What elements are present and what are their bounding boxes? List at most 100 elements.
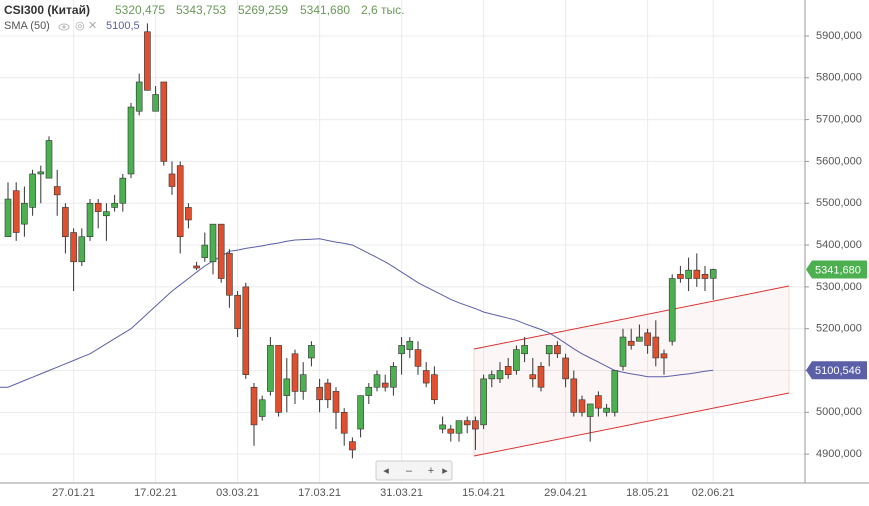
high-value: 5343,753 — [176, 3, 226, 17]
instrument-title: CSI300 (Китай) — [4, 3, 90, 17]
candle-body — [406, 340, 414, 350]
candle-body — [414, 349, 422, 367]
sma-value: 5100,5 — [106, 20, 140, 32]
candle-body — [78, 236, 86, 263]
candle-body — [578, 399, 586, 413]
x-tick-label: 29.04.21 — [544, 487, 587, 499]
sma-title: SMA (50) — [4, 20, 50, 32]
candle-body — [685, 269, 692, 279]
open-value: 5320,475 — [115, 3, 165, 17]
candle-body — [324, 382, 332, 401]
candle-body — [275, 345, 282, 413]
settings-icon[interactable]: ◎ — [75, 20, 85, 32]
candle-body — [135, 81, 143, 112]
channel-top — [473, 285, 790, 350]
y-tick-label: 5400,000 — [816, 239, 862, 251]
candle-body — [160, 81, 168, 162]
candle-body — [94, 202, 102, 212]
y-tick-label: 5900,000 — [816, 30, 862, 42]
candle-body — [234, 294, 241, 329]
candle-body — [644, 332, 651, 346]
candle-body — [455, 420, 463, 434]
candle-body — [652, 336, 660, 359]
candle-body — [701, 274, 709, 279]
candle-body — [291, 353, 299, 392]
y-tick-label: 5200,000 — [816, 323, 862, 335]
y-tick-label: 5800,000 — [816, 72, 862, 84]
low-value: 5269,259 — [238, 3, 288, 17]
candle-body — [242, 286, 250, 375]
last-price-tag — [806, 260, 867, 279]
candle-body — [439, 424, 446, 430]
candle-body — [53, 186, 61, 196]
candle-body — [332, 391, 340, 413]
scroll-left[interactable]: ◂ — [383, 465, 389, 477]
zoom-out[interactable]: – — [406, 465, 413, 477]
candle-body — [12, 190, 20, 233]
candle-body — [627, 340, 635, 346]
candle-body — [340, 412, 348, 434]
candle-body — [111, 202, 118, 208]
scroll-control: ◂ – + ▸ — [375, 460, 453, 481]
candle-body — [431, 374, 438, 401]
y-tick-label: 5600,000 — [816, 155, 862, 167]
candle-body — [488, 374, 496, 380]
x-tick-label: 27.01.21 — [52, 487, 95, 499]
candle-body — [226, 253, 233, 296]
y-tick-label: 5000,000 — [816, 406, 862, 418]
volume-value: 2,6 тыс. — [361, 3, 404, 17]
candle-body — [496, 370, 504, 380]
x-tick-label: 15.04.21 — [462, 487, 505, 499]
candle-body — [513, 349, 520, 371]
x-tick-label: 31.03.21 — [380, 487, 423, 499]
candle-body — [447, 428, 455, 434]
candle-body — [381, 382, 389, 388]
candle-body — [45, 140, 53, 179]
y-tick-label: 4900,000 — [816, 448, 862, 460]
eye-icon[interactable] — [58, 23, 70, 31]
header: CSI300 (Китай) 5320,475 5343,753 5269,25… — [4, 3, 404, 32]
candle-body — [570, 378, 578, 413]
candle-body — [586, 403, 594, 417]
candle-body — [21, 202, 28, 225]
candle-body — [127, 106, 135, 175]
candle-body — [29, 173, 36, 208]
candle-body — [201, 244, 209, 258]
candle-body — [398, 345, 405, 355]
candle-body — [176, 165, 184, 237]
candle-body — [357, 395, 364, 430]
candle-body — [86, 202, 94, 237]
candle-body — [529, 374, 537, 380]
candle-body — [693, 269, 701, 279]
x-tick-label: 03.03.21 — [216, 487, 259, 499]
channel-area — [474, 286, 789, 456]
x-tick-label: 02.06.21 — [692, 487, 735, 499]
zoom-in[interactable]: + — [428, 465, 434, 477]
candle-body — [373, 374, 381, 388]
close-value: 5341,680 — [300, 3, 350, 17]
close-icon[interactable]: ✕ — [88, 20, 97, 32]
candle-body — [709, 269, 717, 279]
candle-body — [185, 207, 192, 221]
candle-body — [4, 198, 12, 237]
candle-body — [209, 223, 217, 263]
sma-line — [0, 238, 714, 388]
channel-bottom — [473, 392, 790, 457]
candle-body — [562, 357, 569, 380]
candle-body — [537, 366, 545, 388]
y-tick-label: 5500,000 — [816, 197, 862, 209]
candle-body — [611, 370, 619, 413]
candle-body — [152, 94, 159, 112]
candle-body — [603, 407, 610, 413]
candle-body — [37, 171, 45, 175]
candle-body — [554, 345, 561, 355]
candle-body — [677, 274, 684, 279]
candle-body — [62, 207, 69, 237]
candle-body — [316, 386, 323, 401]
scroll-right[interactable]: ▸ — [442, 465, 448, 477]
candle-body — [504, 366, 512, 375]
candle-body — [365, 386, 373, 396]
candle-body — [349, 441, 356, 451]
